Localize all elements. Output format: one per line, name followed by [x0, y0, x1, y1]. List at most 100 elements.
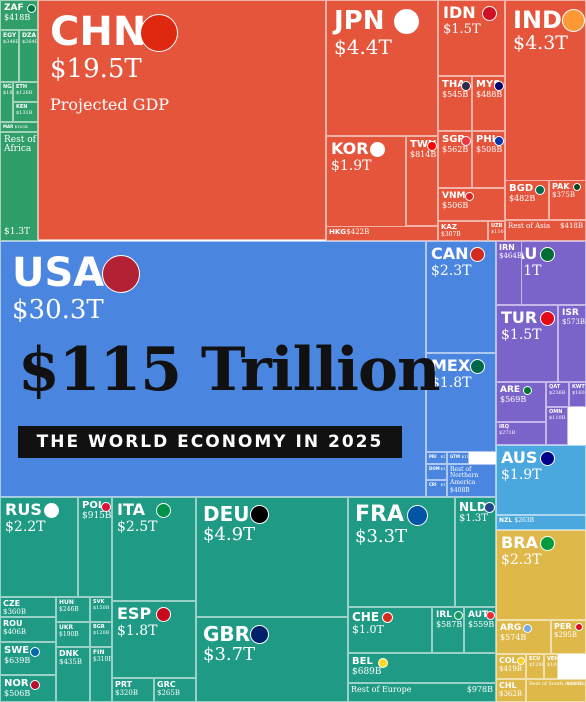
- country-flag-icon: [562, 9, 585, 33]
- tile-label: Rest of Europe: [351, 685, 412, 694]
- tile-value: $435B: [59, 657, 82, 666]
- treemap-tile-swe: SWE $639B: [0, 642, 56, 675]
- chart-annotation: Projected GDP: [50, 95, 170, 114]
- tile-label: CHE: [352, 610, 380, 624]
- treemap-tile-deu: DEU $4.9T: [196, 497, 348, 617]
- tile-value: $2.3T: [501, 551, 542, 568]
- treemap-tile-zaf: ZAF $418B: [0, 0, 38, 30]
- tile-value: $4.3T: [513, 32, 568, 55]
- tile-label: FIN: [93, 649, 105, 656]
- treemap-tile-rest-of-europe: Rest of Europe $978B: [348, 683, 496, 702]
- country-flag-icon: [102, 255, 141, 293]
- tile-value: $307B: [441, 230, 461, 238]
- tile-label: MEX: [431, 356, 471, 375]
- tile-value: $422B: [346, 228, 370, 236]
- country-flag-icon: [381, 611, 393, 623]
- treemap-tile-chl: CHL $362B: [496, 679, 526, 702]
- treemap-tile-aut: AUT $559B: [464, 607, 496, 653]
- treemap-tile-bgr: BGR $120B: [90, 622, 112, 647]
- tile-label: IND: [513, 6, 562, 34]
- tile-label: ZAF: [4, 3, 24, 13]
- tile-value: $160B: [572, 389, 585, 396]
- treemap-tile-omn: OMN $110B: [546, 407, 568, 445]
- treemap-tile-aus: AUS $1.9T: [496, 445, 586, 515]
- tile-label: KAZ: [441, 223, 457, 231]
- tile-label: CRI: [429, 482, 437, 487]
- tile-value: $19.5T: [50, 54, 142, 84]
- tile-value: $2.2T: [5, 518, 46, 535]
- tile-value: $482B: [509, 194, 536, 203]
- tile-label: VNM: [442, 191, 466, 201]
- treemap-tile-can: CAN $2.3T: [426, 241, 496, 353]
- tile-value: $1.3T: [4, 227, 31, 237]
- tile-label: PRI: [429, 454, 437, 459]
- tile-value: $573B: [562, 317, 585, 326]
- tile-value: $375B: [552, 190, 575, 199]
- tile-label: TUR: [501, 308, 538, 327]
- tile-label: KWT: [572, 384, 585, 390]
- country-flag-icon: [377, 657, 388, 668]
- tile-label: UZB: [491, 223, 503, 229]
- treemap-tile-isr: ISR $573B: [558, 305, 586, 382]
- tile-value: $246B: [59, 605, 79, 613]
- tile-label: ITA: [117, 500, 146, 519]
- country-flag-icon: [494, 135, 504, 146]
- country-flag-icon: [101, 501, 111, 512]
- tile-label: PER: [554, 622, 572, 631]
- tile-label: NLD: [459, 500, 487, 514]
- tile-value: $120B: [93, 629, 110, 636]
- tile-value: $362B: [499, 689, 522, 698]
- treemap-tile-eth: ETH $126B: [13, 82, 38, 102]
- tile-label: Rest of Africa: [4, 135, 36, 155]
- tile-value: $126B: [16, 89, 33, 96]
- treemap-tile-kaz: KAZ $307B: [438, 221, 488, 241]
- tile-label: DOM: [429, 466, 440, 471]
- tile-value: $150B: [93, 604, 110, 611]
- treemap-tile-bgd: BGD $482B: [505, 180, 549, 220]
- tile-value: $310B: [93, 655, 112, 663]
- treemap-tile-rest-of-northern-america: Rest of Northern America $408B: [447, 464, 496, 497]
- tile-value: $2.3T: [431, 262, 472, 279]
- country-flag-icon: [494, 80, 504, 91]
- tile-label: OMN: [549, 409, 563, 415]
- treemap-tile-mar: MAR $165B: [0, 122, 38, 132]
- country-flag-icon: [250, 625, 270, 644]
- tile-value: $3.7T: [203, 644, 256, 665]
- country-flag-icon: [427, 140, 437, 151]
- country-flag-icon: [155, 502, 171, 518]
- tile-value: $559B: [468, 619, 495, 629]
- chart-subtitle: THE WORLD ECONOMY IN 2025: [18, 426, 402, 458]
- tile-value: $587B: [436, 619, 463, 629]
- treemap-tile-irq: IRQ $271B: [496, 422, 546, 445]
- country-flag-icon: [517, 657, 525, 666]
- tile-value: $488B: [476, 90, 503, 99]
- country-flag-icon: [140, 14, 179, 52]
- tile-label: TWN: [410, 139, 437, 150]
- tile-label: ARG: [500, 623, 522, 633]
- tile-label: NGA: [3, 84, 12, 90]
- tile-label: JPN: [334, 6, 385, 36]
- tile-label: GTM: [450, 454, 460, 459]
- treemap-tile-gtm: GTM$114B: [447, 452, 469, 464]
- tile-label: RUS: [5, 500, 42, 519]
- treemap-tile-kwt: KWT$160B: [569, 382, 586, 407]
- tile-label: ECU: [529, 656, 541, 662]
- tile-value: $3.3T: [355, 526, 408, 548]
- country-flag-icon: [461, 80, 471, 91]
- treemap-tile-idn: IDN $1.5T: [438, 0, 505, 76]
- treemap-tile-uzb: UZB$116B: [488, 221, 505, 241]
- country-flag-icon: [534, 184, 545, 195]
- tile-label: COL: [499, 656, 517, 665]
- tile-label: PRT: [115, 680, 133, 689]
- tile-value: $574B: [500, 632, 527, 642]
- treemap-tile-dnk: DNK $435B: [56, 647, 90, 702]
- chart-title: $115 Trillion: [18, 335, 441, 405]
- treemap-tile-twn: TWN $814B: [406, 136, 438, 226]
- treemap-tile-ven: VEN$100B: [544, 654, 558, 679]
- tile-value: $116B: [491, 228, 504, 235]
- country-flag-icon: [43, 502, 59, 518]
- treemap-tile-are: ARE $569B: [496, 382, 546, 422]
- tile-label: BRA: [501, 533, 538, 552]
- tile-value: $133B: [440, 454, 446, 459]
